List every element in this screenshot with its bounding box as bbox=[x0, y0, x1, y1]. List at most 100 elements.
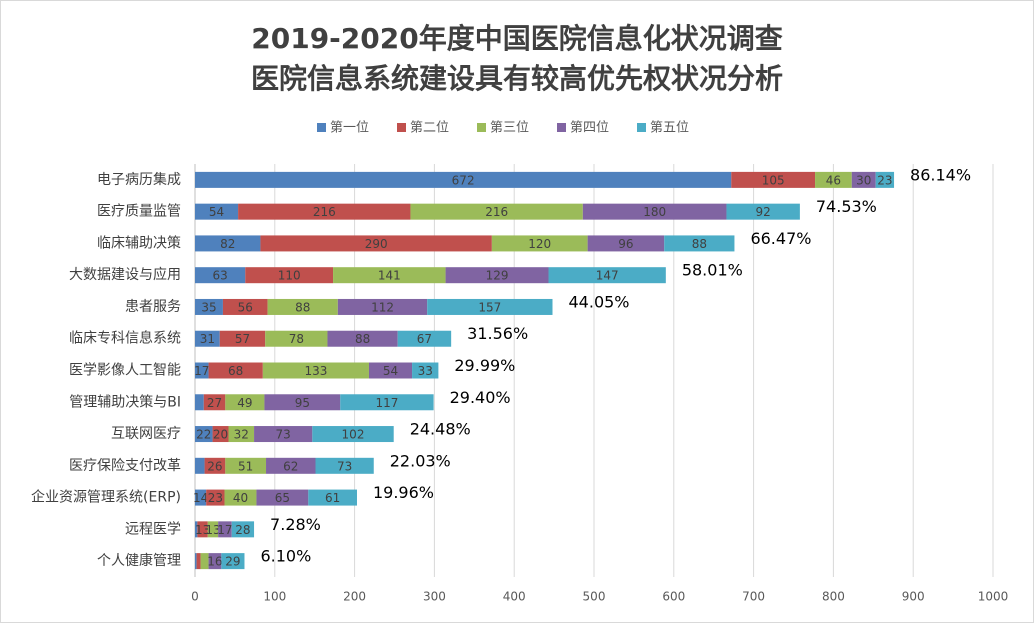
segment-label: 40 bbox=[233, 491, 248, 505]
segment-label: 112 bbox=[371, 300, 394, 314]
bar-segment bbox=[548, 267, 666, 284]
segment-label: 54 bbox=[209, 205, 224, 219]
bar-segment bbox=[197, 521, 208, 538]
bar-segment bbox=[195, 426, 213, 443]
total-label: 86.14% bbox=[910, 165, 971, 184]
segment-label: 51 bbox=[238, 459, 253, 473]
segment-label: 54 bbox=[383, 364, 398, 378]
bar-segment bbox=[491, 235, 588, 252]
segment-label: 88 bbox=[692, 237, 707, 251]
bar-segment bbox=[445, 267, 549, 284]
segment-label: 73 bbox=[276, 428, 291, 442]
legend-swatch bbox=[477, 123, 486, 132]
segment-label: 141 bbox=[378, 269, 401, 283]
segment-label: 157 bbox=[478, 300, 501, 314]
segment-label: 147 bbox=[596, 269, 619, 283]
segment-label: 23 bbox=[208, 491, 223, 505]
bar-segment bbox=[265, 330, 328, 347]
total-label: 74.53% bbox=[816, 197, 877, 216]
segment-label: 68 bbox=[228, 364, 243, 378]
x-tick-label: 200 bbox=[343, 590, 366, 604]
segment-label: 88 bbox=[355, 332, 370, 346]
bar-segment bbox=[664, 235, 735, 252]
segment-label: 65 bbox=[275, 491, 290, 505]
segment-label: 61 bbox=[325, 491, 340, 505]
segment-label: 20 bbox=[213, 428, 228, 442]
legend-label: 第四位 bbox=[570, 121, 609, 136]
total-label: 44.05% bbox=[569, 292, 630, 311]
x-tick-label: 800 bbox=[822, 590, 845, 604]
total-label: 29.40% bbox=[450, 388, 511, 407]
bar-segment bbox=[218, 521, 232, 538]
total-label: 58.01% bbox=[682, 261, 743, 280]
segment-label: 96 bbox=[618, 237, 633, 251]
bar-segment bbox=[333, 267, 446, 284]
total-label: 22.03% bbox=[390, 451, 451, 470]
bar-segment bbox=[195, 362, 209, 379]
bar-segment bbox=[256, 489, 309, 506]
segment-label: 129 bbox=[486, 269, 509, 283]
x-tick-label: 100 bbox=[263, 590, 286, 604]
bar-segment bbox=[208, 362, 263, 379]
bar-segment bbox=[195, 267, 246, 284]
segment-label: 62 bbox=[283, 459, 298, 473]
bar-segment bbox=[245, 267, 334, 284]
bar-segment bbox=[195, 298, 223, 315]
segment-label: 67 bbox=[417, 332, 432, 346]
x-tick-label: 1000 bbox=[978, 590, 1009, 604]
bar-segment bbox=[312, 426, 394, 443]
bar-segment bbox=[337, 298, 428, 315]
segment-label: 78 bbox=[289, 332, 304, 346]
x-tick-label: 0 bbox=[191, 590, 199, 604]
bar-segment bbox=[815, 171, 852, 188]
bar-segment bbox=[315, 457, 374, 474]
bar-segment bbox=[260, 235, 492, 252]
bar-segment bbox=[412, 362, 439, 379]
segment-label: 32 bbox=[234, 428, 249, 442]
segment-label: 30 bbox=[856, 173, 871, 187]
y-tick-label: 电子病历集成 bbox=[97, 171, 181, 188]
segment-label: 133 bbox=[304, 364, 327, 378]
segment-label: 73 bbox=[337, 459, 352, 473]
bar-segment bbox=[195, 330, 220, 347]
bar-segment bbox=[208, 553, 222, 570]
y-tick-label: 大数据建设与应用 bbox=[69, 266, 181, 283]
y-tick-label: 远程医学 bbox=[125, 521, 181, 537]
segment-label: 31 bbox=[200, 332, 215, 346]
chart-subtitle: 医院信息系统建设具有较高优先权状况分析 bbox=[251, 62, 783, 95]
segment-label: 180 bbox=[643, 205, 666, 219]
x-tick-label: 300 bbox=[423, 590, 446, 604]
x-tick-label: 600 bbox=[662, 590, 685, 604]
bar-segment bbox=[731, 171, 816, 188]
legend-label: 第三位 bbox=[490, 121, 529, 136]
bar-segment bbox=[224, 489, 257, 506]
segment-label: 672 bbox=[452, 173, 475, 187]
bar-segment bbox=[195, 521, 198, 538]
segment-label: 28 bbox=[235, 523, 250, 537]
segment-label: 117 bbox=[375, 396, 398, 410]
bar-segment bbox=[195, 171, 732, 188]
x-tick-label: 700 bbox=[742, 590, 765, 604]
x-tick-label: 400 bbox=[503, 590, 526, 604]
segment-label: 92 bbox=[756, 205, 771, 219]
legend-swatch bbox=[637, 123, 646, 132]
bar-segment bbox=[219, 330, 266, 347]
y-tick-label: 医疗质量监管 bbox=[97, 204, 181, 220]
segment-label: 23 bbox=[877, 173, 892, 187]
segment-label: 216 bbox=[313, 205, 336, 219]
bar-segment bbox=[238, 203, 411, 220]
bar-segment bbox=[228, 426, 255, 443]
bar-segment bbox=[195, 553, 197, 570]
y-tick-label: 医学影像人工智能 bbox=[69, 363, 181, 379]
bar-segment bbox=[254, 426, 313, 443]
bar-segment bbox=[266, 457, 316, 474]
bar-segment bbox=[207, 521, 219, 538]
bar-segment bbox=[200, 553, 209, 570]
bar-segment bbox=[397, 330, 452, 347]
segment-label: 14 bbox=[193, 491, 208, 505]
bar-segment bbox=[427, 298, 553, 315]
bar-segment bbox=[195, 457, 205, 474]
segment-label: 33 bbox=[418, 364, 433, 378]
bar-segment bbox=[267, 298, 338, 315]
